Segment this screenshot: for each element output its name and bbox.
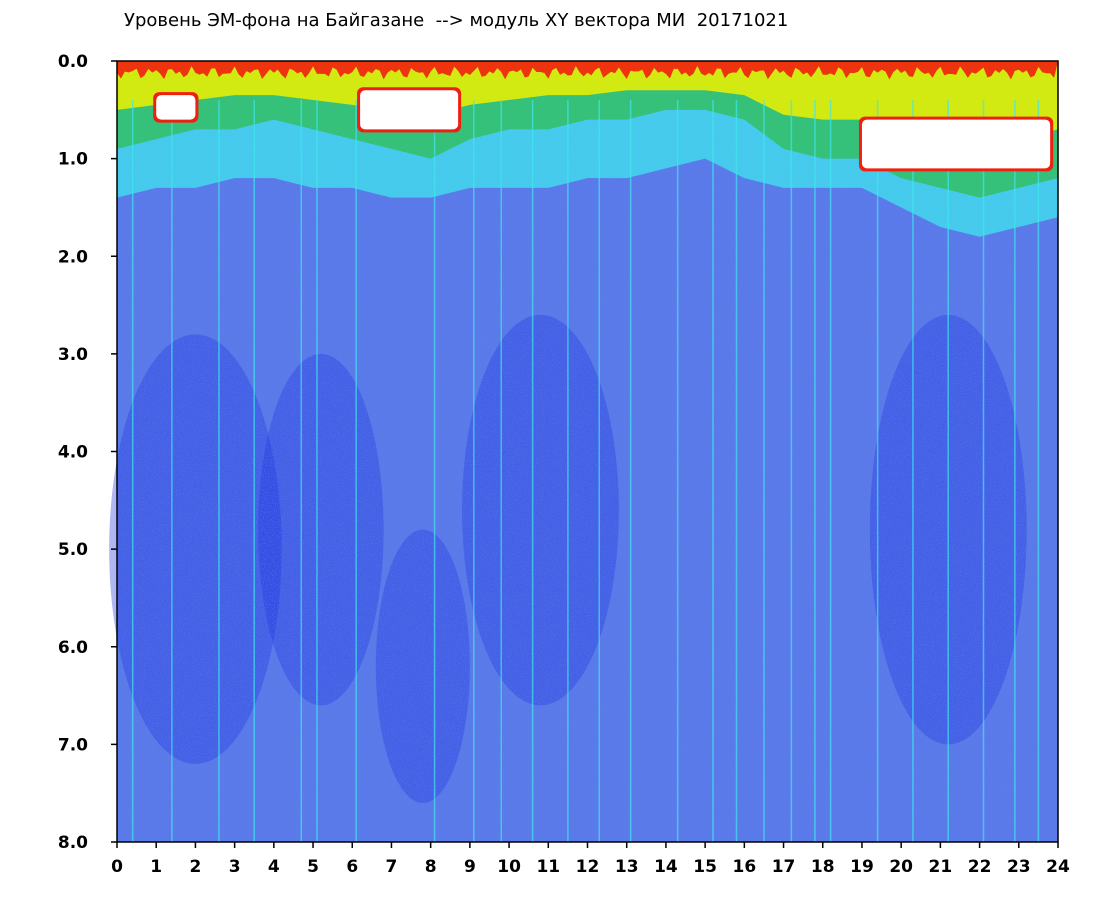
x-tick-label: 14 — [654, 857, 678, 877]
y-tick-label: 8.0 — [58, 833, 88, 853]
x-tick-label: 21 — [929, 857, 953, 877]
x-tick-label: 9 — [464, 857, 476, 877]
x-tick-label: 1 — [150, 857, 162, 877]
y-tick-label: 1.0 — [58, 150, 88, 170]
x-tick-label: 10 — [497, 857, 521, 877]
y-tick-label: 2.0 — [58, 247, 88, 267]
y-tick-label: 6.0 — [58, 638, 88, 658]
x-tick-label: 4 — [268, 857, 280, 877]
red-top-band — [117, 61, 1058, 80]
x-tick-label: 23 — [1007, 857, 1031, 877]
x-tick-label: 5 — [307, 857, 319, 877]
x-tick-label: 19 — [850, 857, 874, 877]
chart-title: Уровень ЭМ-фона на Байгазане --> модуль … — [124, 10, 789, 31]
y-tick-label: 3.0 — [58, 345, 88, 365]
y-tick-label: 4.0 — [58, 443, 88, 463]
saturated-region — [360, 90, 459, 130]
x-tick-label: 0 — [111, 857, 123, 877]
x-tick-label: 11 — [536, 857, 560, 877]
saturated-region — [861, 119, 1051, 169]
saturated-region — [156, 95, 196, 120]
y-tick-label: 5.0 — [58, 540, 88, 560]
x-tick-label: 7 — [386, 857, 398, 877]
yellow-level-band — [117, 61, 1058, 149]
x-tick-label: 24 — [1046, 857, 1070, 877]
y-tick-label: 7.0 — [58, 735, 88, 755]
x-tick-label: 6 — [346, 857, 358, 877]
x-tick-label: 13 — [615, 857, 639, 877]
x-tick-label: 12 — [576, 857, 600, 877]
x-tick-label: 16 — [732, 857, 756, 877]
x-tick-label: 2 — [189, 857, 201, 877]
x-tick-label: 22 — [968, 857, 992, 877]
y-tick-label: 0.0 — [58, 52, 88, 72]
x-tick-label: 18 — [811, 857, 835, 877]
x-tick-label: 3 — [229, 857, 241, 877]
x-tick-label: 17 — [772, 857, 796, 877]
x-tick-label: 20 — [889, 857, 913, 877]
x-tick-label: 8 — [425, 857, 437, 877]
x-tick-label: 15 — [693, 857, 717, 877]
heatmap-body — [109, 61, 1058, 842]
x-axis-ticks: 0 1 2 3 4 5 6 7 8 9 10 11 12 13 14 15 16 17 18 19 20 21 22 23 24 — [111, 842, 1070, 877]
y-axis-ticks: 0.0 1.0 2.0 3.0 4.0 5.0 6.0 7.0 8.0 — [58, 52, 117, 853]
